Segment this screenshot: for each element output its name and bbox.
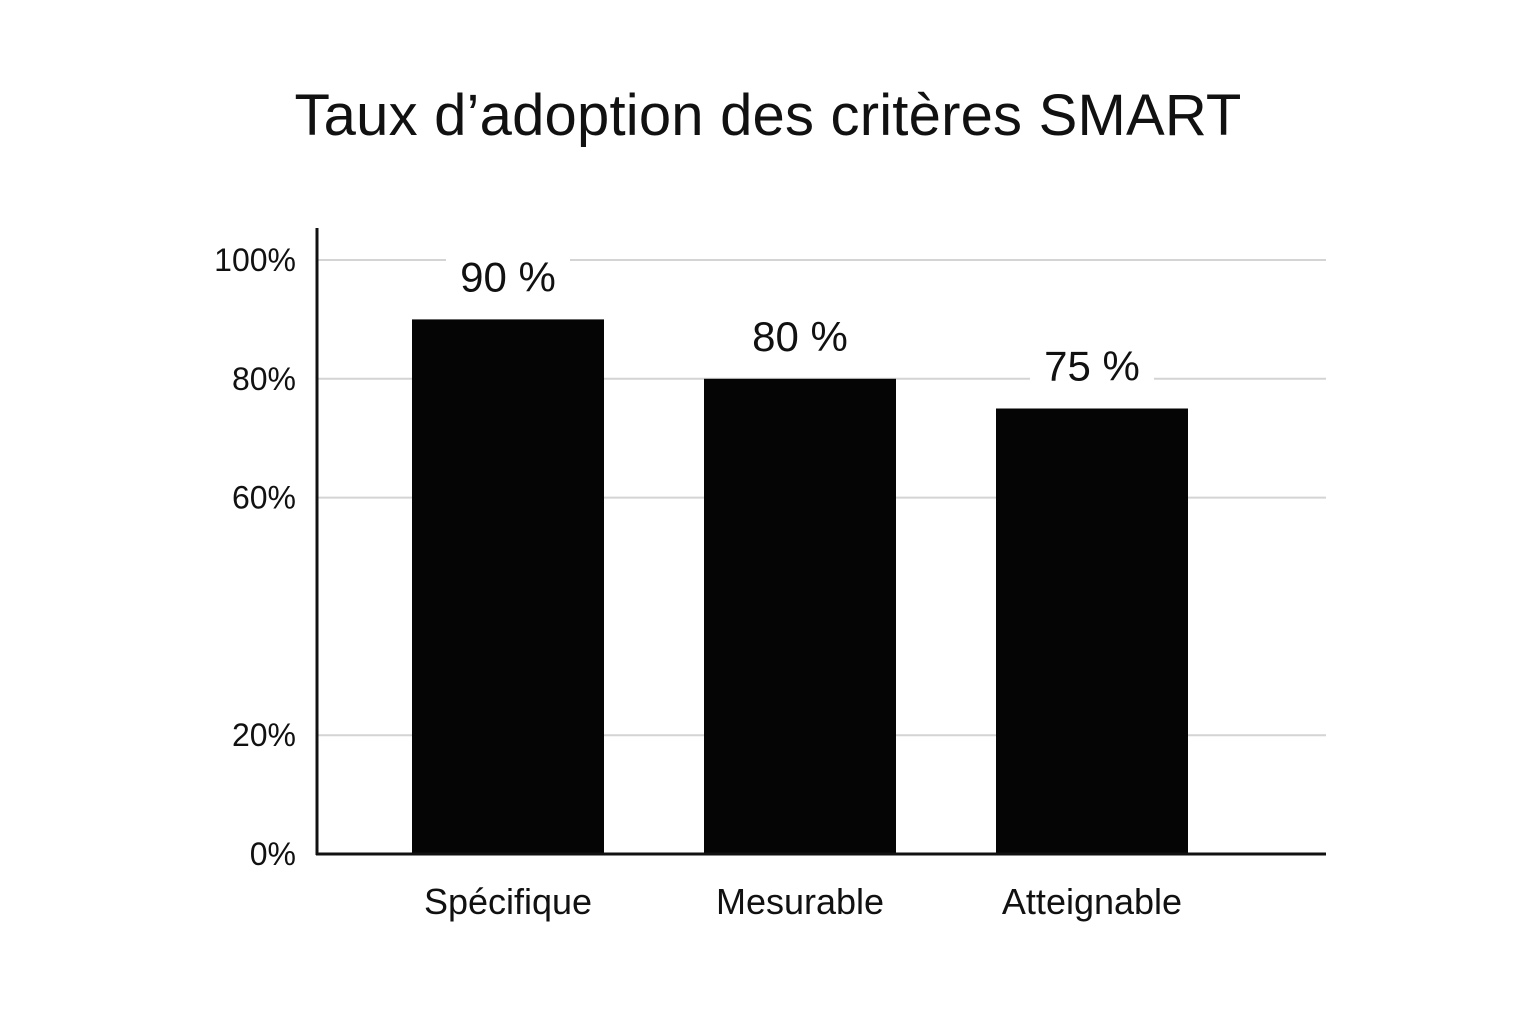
data-label-backing [738,314,862,365]
data-label: 80 % [752,313,848,360]
bar-spécifique [412,319,604,854]
data-label-backing [1030,344,1154,395]
y-tick-label: 80% [232,361,296,397]
data-label: 75 % [1044,343,1140,390]
y-tick-label: 20% [232,717,296,753]
x-category-label: Atteignable [1002,881,1182,922]
x-category-label: Mesurable [716,881,884,922]
x-category-label: Spécifique [424,881,592,922]
y-tick-label: 60% [232,480,296,516]
bars [412,319,1188,854]
y-tick-label: 100% [214,242,296,278]
axes [315,228,1326,856]
y-tick-label: 0% [250,836,296,872]
data-label: 90 % [460,253,556,300]
bar-mesurable [704,378,896,854]
chart-title: Taux d’adoption des critères SMART [294,83,1242,148]
data-label-backing [446,255,570,306]
labels: 0% 20% 60% 80% 100% 90 % Spécifique 80 % Mesurab… [214,242,1182,922]
bar-atteignable [996,408,1188,854]
